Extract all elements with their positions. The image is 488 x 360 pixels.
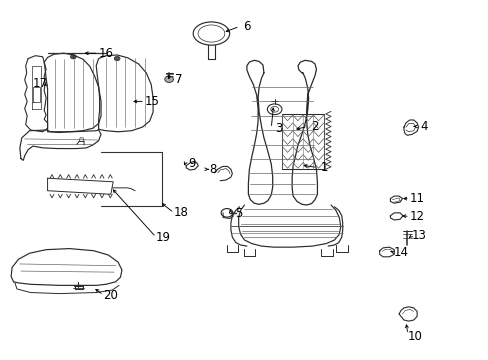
Circle shape <box>70 55 76 59</box>
Text: 10: 10 <box>407 330 421 343</box>
Text: 8: 8 <box>209 163 216 176</box>
Text: 14: 14 <box>393 246 408 258</box>
Text: 2: 2 <box>311 120 318 133</box>
Text: 3: 3 <box>274 122 282 135</box>
Text: 9: 9 <box>188 157 196 170</box>
Text: 1: 1 <box>320 161 328 174</box>
Text: 12: 12 <box>409 210 424 223</box>
Text: 17: 17 <box>33 77 48 90</box>
Text: 6: 6 <box>243 20 250 33</box>
Text: 7: 7 <box>175 73 182 86</box>
Bar <box>75 285 82 289</box>
Text: 4: 4 <box>420 120 427 133</box>
Text: 16: 16 <box>98 47 113 60</box>
Text: 19: 19 <box>156 231 170 244</box>
Text: 5: 5 <box>235 207 242 220</box>
Text: 18: 18 <box>174 206 188 219</box>
Text: 13: 13 <box>411 229 426 242</box>
Text: 20: 20 <box>103 288 118 302</box>
Circle shape <box>114 57 120 61</box>
Text: 11: 11 <box>409 192 424 205</box>
Text: 15: 15 <box>144 95 159 108</box>
Circle shape <box>164 76 173 82</box>
